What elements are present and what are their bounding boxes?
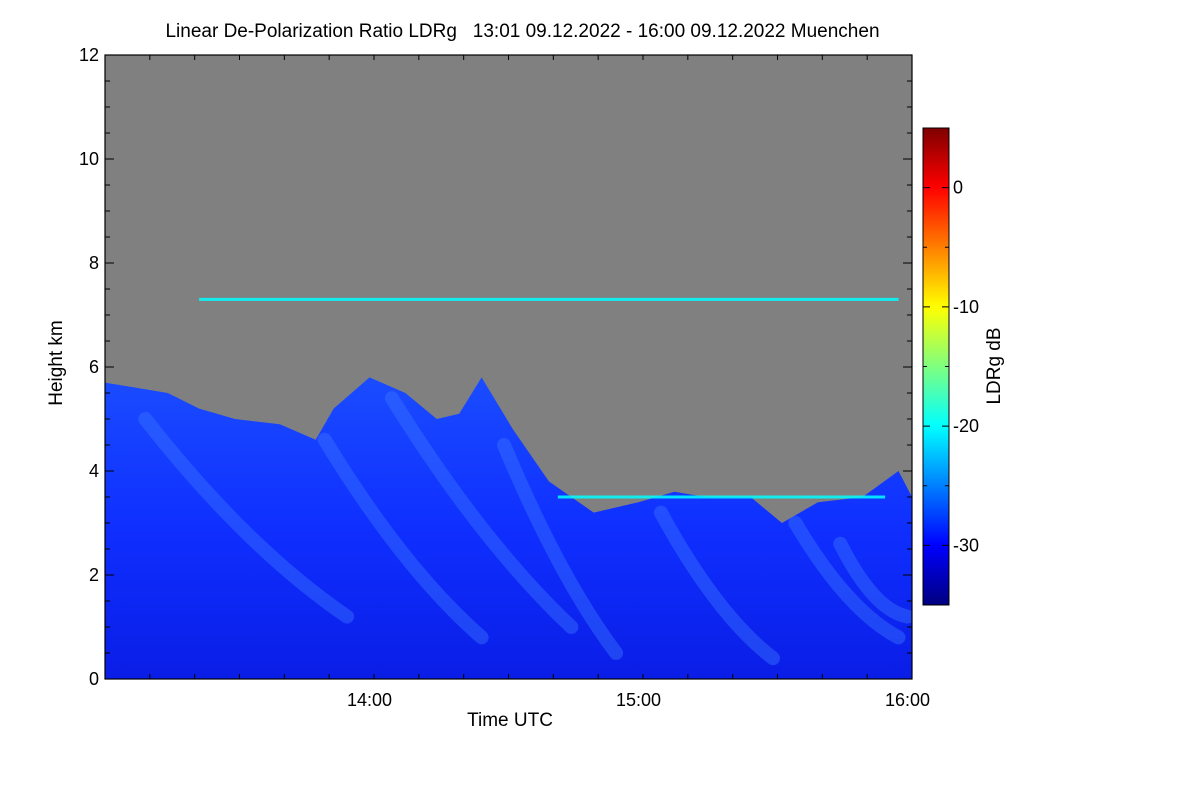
x-axis-label: Time UTC — [467, 710, 553, 731]
fallstreak — [653, 505, 780, 666]
y-tick-label: 2 — [89, 565, 99, 585]
fallstreak — [384, 391, 579, 634]
x-tick-label: 16:00 — [885, 690, 930, 710]
fallstreaks — [138, 391, 912, 666]
layer-feature — [557, 495, 886, 499]
colorbar-tick-label: 0 — [953, 178, 963, 198]
y-tick-label: 6 — [89, 357, 99, 377]
y-axis: 0 2 4 6 8 10 12 — [79, 45, 912, 689]
colorbar-tick-label: -30 — [953, 535, 979, 555]
y-tick-label: 0 — [89, 669, 99, 689]
fallstreak — [317, 432, 489, 645]
x-axis: 14:00 15:00 16:00 — [104, 55, 930, 710]
y-tick-label: 10 — [79, 149, 99, 169]
colorbar-tick-label: -10 — [953, 297, 979, 317]
x-tick-label: 15:00 — [616, 690, 661, 710]
fallstreak — [833, 536, 912, 624]
fallstreak — [788, 516, 906, 645]
colorbar-tick-label: -20 — [953, 416, 979, 436]
colorbar-axis: 0 -10 -20 -30 — [923, 178, 979, 555]
fallstreak — [497, 438, 624, 660]
y-axis-label: Height km — [46, 320, 67, 406]
y-tick-label: 12 — [79, 45, 99, 65]
plot-area — [105, 55, 912, 679]
x-tick-label: 14:00 — [347, 690, 392, 710]
colorbar-label: LDRg dB — [984, 327, 1005, 404]
y-tick-label: 4 — [89, 461, 99, 481]
colorbar — [922, 127, 950, 606]
y-tick-label: 8 — [89, 253, 99, 273]
layer-feature — [199, 297, 899, 301]
layer-features — [199, 297, 899, 499]
chart-title: Linear De-Polarization Ratio LDRg 13:01 … — [165, 21, 880, 42]
fallstreak — [138, 412, 355, 624]
cloud-region — [105, 377, 912, 679]
